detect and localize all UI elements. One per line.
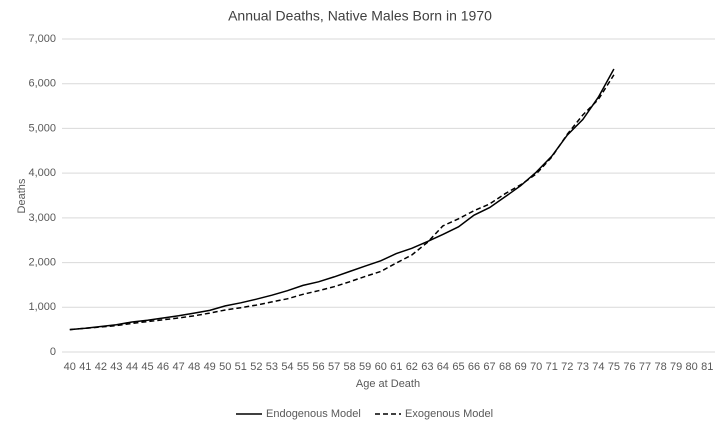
x-tick-label: 69: [515, 361, 527, 373]
x-tick-label: 43: [110, 361, 122, 373]
x-tick-label: 80: [686, 361, 698, 373]
y-tick-label: 1,000: [28, 301, 56, 313]
x-tick-label: 71: [546, 361, 558, 373]
x-tick-label: 62: [406, 361, 418, 373]
x-tick-label: 77: [639, 361, 651, 373]
x-tick-label: 75: [608, 361, 620, 373]
x-tick-label: 58: [344, 361, 356, 373]
x-axis-label: Age at Death: [356, 378, 420, 390]
x-tick-label: 48: [188, 361, 200, 373]
x-tick-label: 60: [375, 361, 387, 373]
x-tick-label: 73: [577, 361, 589, 373]
x-tick-label: 41: [79, 361, 91, 373]
y-tick-label: 6,000: [28, 78, 56, 90]
y-tick-label: 3,000: [28, 212, 56, 224]
x-tick-label: 74: [592, 361, 604, 373]
x-tick-label: 54: [281, 361, 293, 373]
chart-title: Annual Deaths, Native Males Born in 1970: [228, 8, 492, 24]
x-tick-label: 57: [328, 361, 340, 373]
x-tick-label: 64: [437, 361, 449, 373]
x-tick-label: 42: [95, 361, 107, 373]
x-tick-label: 70: [530, 361, 542, 373]
x-tick-label: 50: [219, 361, 231, 373]
x-tick-label: 81: [701, 361, 713, 373]
x-tick-label: 51: [235, 361, 247, 373]
y-tick-label: 5,000: [28, 122, 56, 134]
y-tick-label: 0: [50, 346, 56, 358]
x-tick-label: 67: [483, 361, 495, 373]
x-tick-label: 53: [266, 361, 278, 373]
x-tick-label: 65: [452, 361, 464, 373]
x-tick-label: 52: [250, 361, 262, 373]
x-tick-label: 79: [670, 361, 682, 373]
x-tick-label: 66: [468, 361, 480, 373]
series-line: [69, 68, 615, 331]
x-tick-label: 40: [64, 361, 76, 373]
x-tick-label: 76: [623, 361, 635, 373]
y-tick-label: 4,000: [28, 167, 56, 179]
series-line: [69, 74, 615, 331]
y-tick-label: 7,000: [28, 33, 56, 45]
y-axis-label: Deaths: [16, 178, 28, 213]
legend-label: Endogenous Model: [266, 408, 361, 420]
x-tick-label: 78: [654, 361, 666, 373]
x-tick-label: 63: [421, 361, 433, 373]
y-tick-label: 2,000: [28, 256, 56, 268]
x-tick-label: 72: [561, 361, 573, 373]
x-tick-label: 45: [141, 361, 153, 373]
x-tick-label: 61: [390, 361, 402, 373]
x-tick-label: 68: [499, 361, 511, 373]
x-tick-label: 44: [126, 361, 138, 373]
legend-label: Exogenous Model: [405, 408, 493, 420]
x-tick-label: 56: [312, 361, 324, 373]
x-tick-label: 59: [359, 361, 371, 373]
x-tick-label: 49: [204, 361, 216, 373]
x-tick-label: 55: [297, 361, 309, 373]
x-tick-label: 47: [172, 361, 184, 373]
x-tick-label: 46: [157, 361, 169, 373]
